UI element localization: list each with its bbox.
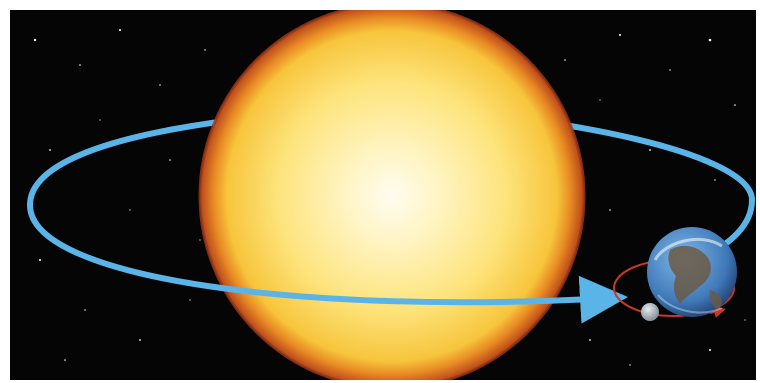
moon-icon: [641, 303, 659, 321]
scene-svg: [10, 10, 756, 380]
earth-icon: [647, 227, 737, 317]
orbit-path-front: [27, 202, 628, 324]
sun-icon: [198, 10, 586, 380]
orbit-arrow-icon: [602, 291, 622, 306]
starfield: [33, 29, 746, 366]
solar-orbit-illustration: [10, 10, 756, 380]
moon-orbit-arrow-icon: [709, 306, 726, 318]
